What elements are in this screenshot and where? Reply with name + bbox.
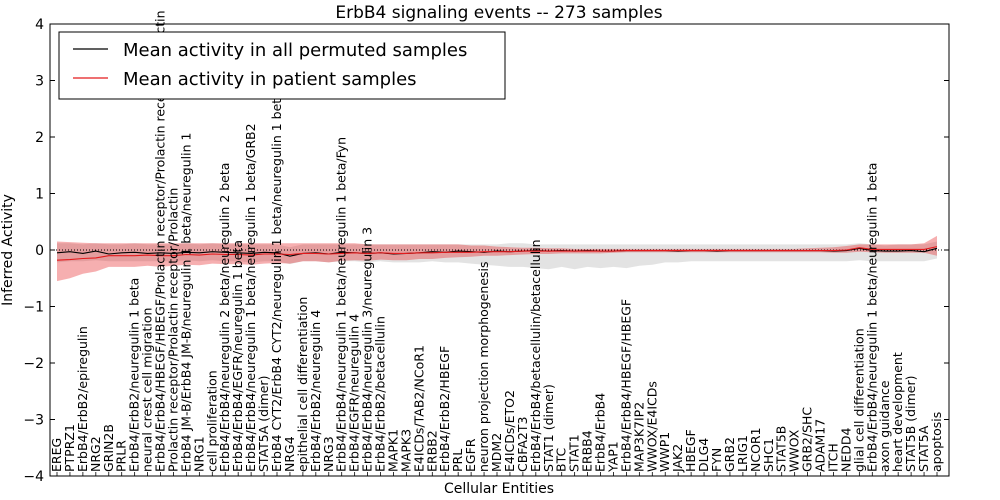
category-label: STAT5B (dimer) bbox=[903, 376, 918, 472]
category-label: E4ICDs/TAB2/NCoR1 bbox=[411, 345, 426, 472]
category-label: ErbB4/ErbB2/neuregulin 1 beta bbox=[127, 278, 142, 472]
category-label: ErbB4/ErbB4/neuregulin 1 beta/neuregulin… bbox=[334, 137, 349, 472]
category-label: ErbB4/ErbB2/betacellulin bbox=[373, 316, 388, 472]
category-label: ErbB4/ErbB4/neuregulin 1 beta/neuregulin… bbox=[243, 123, 258, 472]
category-label: JAK2 bbox=[670, 444, 685, 473]
y-tick-label: 2 bbox=[35, 130, 44, 146]
category-label: STAT1 (dimer) bbox=[541, 384, 556, 472]
y-tick-label: 0 bbox=[35, 243, 44, 259]
category-label: CBFA2T3 bbox=[515, 417, 530, 472]
y-tick-label: 4 bbox=[35, 17, 44, 33]
category-label: epithelial cell differentiation bbox=[295, 297, 310, 472]
category-label: PTPRZ1 bbox=[62, 424, 77, 472]
category-label: WWOX bbox=[787, 429, 802, 472]
y-tick-label: −2 bbox=[23, 356, 44, 372]
category-label: neuron projection morphogenesis bbox=[476, 261, 491, 472]
category-label: NRG1 bbox=[191, 436, 206, 472]
y-tick-label: −4 bbox=[23, 469, 44, 485]
category-label: FYN bbox=[709, 448, 724, 472]
category-label: glial cell differentiation bbox=[851, 328, 866, 472]
category-label: ErbB4/ErbB4/EGFR/neuregulin 1 beta bbox=[230, 240, 245, 472]
series-line-patient bbox=[56, 246, 938, 261]
legend-label-patient: Mean activity in patient samples bbox=[123, 69, 417, 90]
category-label: ErbB4/ErbB2/epiregulin bbox=[75, 326, 90, 472]
category-label: ErbB4/ErbB4 bbox=[593, 393, 608, 472]
category-label: axon guidance bbox=[877, 380, 892, 472]
category-label: GRB2/SHC bbox=[800, 407, 815, 472]
category-label: NCOR1 bbox=[748, 427, 763, 472]
category-label: ErbB4/ErbB4/HBEGF/HBEGF/Prolactin recept… bbox=[153, 10, 168, 472]
category-label: HBEGF bbox=[683, 429, 698, 472]
y-axis-label: Inferred Activity bbox=[0, 194, 16, 306]
category-label: ErbB4/ErbB4/neuregulin 3/neuregulin 3 bbox=[360, 227, 375, 472]
category-label: NRG3 bbox=[321, 436, 336, 472]
category-label: NRG4 bbox=[282, 436, 297, 472]
category-label: STAT5B bbox=[774, 426, 789, 472]
category-label: GRB2 bbox=[722, 437, 737, 472]
category-label: PRLR bbox=[114, 440, 129, 472]
y-tick-label: 3 bbox=[35, 74, 44, 90]
y-tick-label: −1 bbox=[23, 300, 44, 316]
category-label: EREG bbox=[49, 438, 64, 472]
category-label: ERBB4 bbox=[580, 430, 595, 472]
category-label: ErbB4/ErbB4/betacellulin/betacellulin bbox=[528, 239, 543, 472]
category-label: STAT5A (dimer) bbox=[256, 376, 271, 472]
category-label: SHC1 bbox=[761, 438, 776, 472]
category-label: MAP3K7IP2 bbox=[631, 402, 646, 472]
chart-title: ErbB4 signaling events -- 273 samples bbox=[335, 3, 662, 23]
legend-label-permuted: Mean activity in all permuted samples bbox=[123, 40, 467, 61]
legend-box bbox=[58, 31, 506, 100]
x-axis-label: Cellular Entities bbox=[444, 481, 554, 497]
category-label: YAP1 bbox=[605, 441, 620, 473]
category-label: Prolactin receptor/Prolactin receptor/Pr… bbox=[165, 188, 180, 472]
category-label: EGFR bbox=[463, 438, 478, 472]
category-label: ErbB4 CYT2/ErbB4 CYT2/neuregulin 1 beta/… bbox=[269, 91, 284, 472]
category-label: E4ICDs/ETO2 bbox=[502, 390, 517, 472]
y-tick-label: −3 bbox=[23, 413, 44, 429]
category-label: ErbB4/ErbB4/HBEGF/HBEGF bbox=[618, 299, 633, 472]
band-permuted bbox=[57, 241, 937, 270]
legend: Mean activity in all permuted samples Me… bbox=[58, 31, 506, 100]
category-label: ErbB4/ErbB4/neuregulin 1 beta/neuregulin… bbox=[864, 163, 879, 472]
category-label: heart development bbox=[890, 352, 905, 472]
category-label: NEDD4 bbox=[838, 428, 853, 472]
category-label: WWOX/E4ICDs bbox=[644, 381, 659, 472]
category-label: ErbB4/ErbB2/neuregulin 4 bbox=[308, 310, 323, 472]
category-label: LRIG1 bbox=[735, 435, 750, 472]
category-label: GRIN2B bbox=[101, 424, 116, 472]
category-label: ErbB4/ErbB4/neuregulin 2 beta/neuregulin… bbox=[217, 163, 232, 472]
category-label: MDM2 bbox=[489, 433, 504, 472]
category-label: DLG4 bbox=[696, 438, 711, 472]
plot-frame bbox=[49, 23, 950, 477]
category-label: ErbB4 JM-B/ErbB4 JM-B/neuregulin 1 beta/… bbox=[178, 133, 193, 472]
category-label: STAT5A bbox=[916, 425, 931, 472]
category-label: ErbB4/ErbB2/HBEGF bbox=[437, 346, 452, 472]
category-label: PRL bbox=[450, 449, 465, 472]
category-label: ERBB2 bbox=[424, 430, 439, 472]
category-label: ITCH bbox=[825, 443, 840, 472]
category-label: MAPK3 bbox=[398, 429, 413, 472]
category-label: apoptosis bbox=[929, 412, 944, 472]
category-label: BTC bbox=[554, 448, 569, 472]
band-patient bbox=[57, 235, 937, 282]
category-label: NRG2 bbox=[88, 436, 103, 472]
category-label: WWP1 bbox=[657, 432, 672, 472]
category-label: neural crest cell migration bbox=[140, 308, 155, 472]
y-tick-label: 1 bbox=[35, 187, 44, 203]
category-label: ADAM17 bbox=[813, 419, 828, 472]
category-label: ErbB4/EGFR/neuregulin 4 bbox=[347, 314, 362, 472]
category-label: cell proliferation bbox=[204, 370, 219, 472]
category-label: MAPK1 bbox=[385, 429, 400, 472]
category-label: STAT1 bbox=[567, 434, 582, 472]
